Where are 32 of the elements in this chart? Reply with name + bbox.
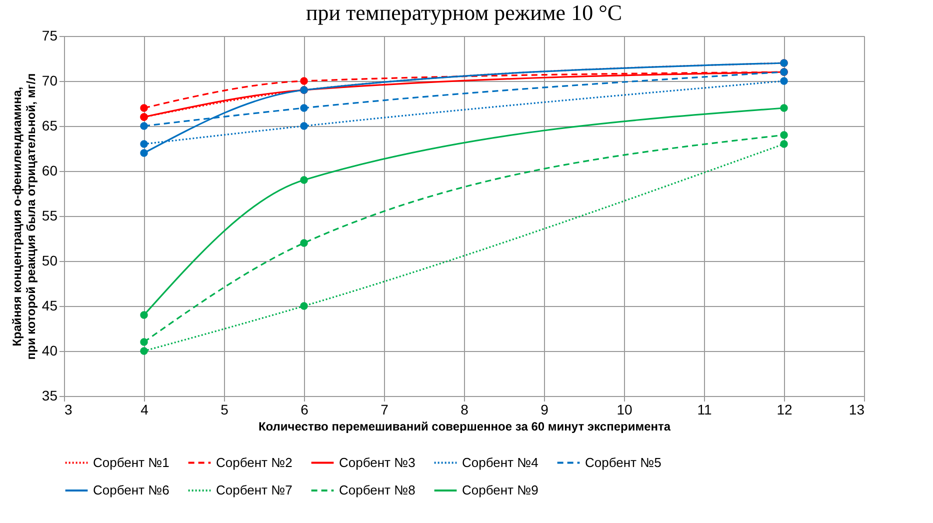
legend-label: Сорбент №3 xyxy=(339,454,416,470)
y-tick-label: 65 xyxy=(42,118,58,134)
chart-title: при температурном режиме 10 °C xyxy=(306,0,622,25)
x-tick-label: 3 xyxy=(64,402,72,418)
x-axis-title: Количество перемешиваний совершенное за 60 минут эксперимента xyxy=(258,420,671,434)
x-tick-label: 8 xyxy=(460,402,469,418)
x-tick-label: 6 xyxy=(300,402,309,418)
legend-label: Сорбент №8 xyxy=(339,482,416,498)
y-tick-label: 45 xyxy=(42,298,58,314)
legend-label: Сорбент №2 xyxy=(216,454,292,470)
y-tick-label: 75 xyxy=(42,28,58,44)
x-tick-label: 4 xyxy=(140,402,149,418)
legend-label: Сорбент №5 xyxy=(585,454,662,470)
legend-label: Сорбент №7 xyxy=(216,482,292,498)
x-tick-label: 5 xyxy=(220,402,229,418)
legend-label: Сорбент №1 xyxy=(93,454,170,470)
y-tick-label: 35 xyxy=(42,388,58,404)
legend-label: Сорбент №4 xyxy=(462,454,538,470)
x-tick-label: 9 xyxy=(540,402,549,418)
y-tick-label: 50 xyxy=(42,252,58,268)
legend-label: Сорбент №9 xyxy=(462,482,538,498)
y-tick-label: 60 xyxy=(42,162,58,178)
x-tick-label: 10 xyxy=(616,402,632,418)
x-tick-label: 11 xyxy=(697,402,712,418)
x-tick-label: 12 xyxy=(776,402,792,418)
y-tick-label: 70 xyxy=(42,72,58,88)
y-tick-label: 55 xyxy=(42,208,58,224)
y-axis-title: Крайняя концентрация о-фенилендиамина, при которой реакция была отрицательной, мг/л xyxy=(10,73,38,360)
y-tick-label: 40 xyxy=(42,342,58,358)
x-tick-label: 13 xyxy=(848,402,865,418)
x-tick-label: 7 xyxy=(380,402,389,418)
legend-label: Сорбент №6 xyxy=(93,482,170,498)
